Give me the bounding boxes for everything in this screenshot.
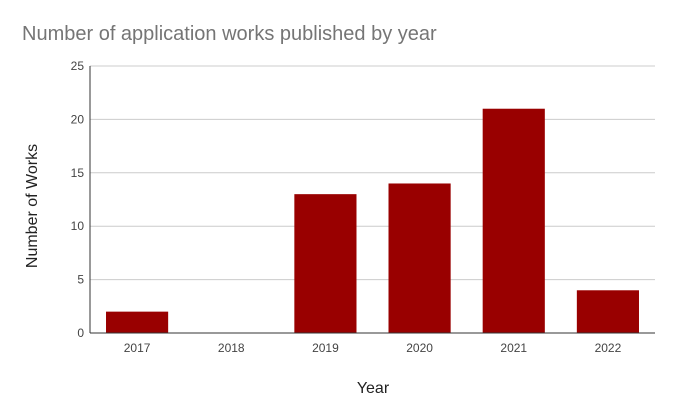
- bar-2020: [388, 183, 451, 333]
- x-tick-label: 2021: [500, 341, 527, 355]
- x-axis-title: Year: [357, 380, 390, 397]
- y-tick-label: 5: [77, 273, 84, 287]
- y-tick-label: 20: [71, 112, 85, 126]
- y-tick-label: 0: [77, 326, 84, 340]
- y-axis-title: Number of Works: [24, 144, 41, 268]
- gridlines: [90, 65, 655, 281]
- bar-2019: [294, 194, 357, 333]
- bar-2017: [106, 311, 169, 333]
- x-tick-label: 2022: [595, 341, 622, 355]
- x-tick-label: 2017: [124, 341, 151, 355]
- bars: [106, 108, 639, 333]
- x-tick-label: 2018: [218, 341, 245, 355]
- chart-title: Number of application works published by…: [22, 23, 437, 45]
- y-tick-label: 10: [71, 219, 85, 233]
- bar-2021: [482, 108, 545, 333]
- x-axis-ticks: 2017 2018 2019 2020 2021 2022: [124, 341, 622, 355]
- x-tick-label: 2019: [312, 341, 339, 355]
- y-tick-label: 25: [71, 59, 85, 73]
- y-tick-label: 15: [71, 166, 85, 180]
- y-axis-ticks: 0 5 10 15 20 25: [71, 59, 85, 340]
- x-tick-label: 2020: [406, 341, 433, 355]
- bar-2022: [576, 290, 639, 333]
